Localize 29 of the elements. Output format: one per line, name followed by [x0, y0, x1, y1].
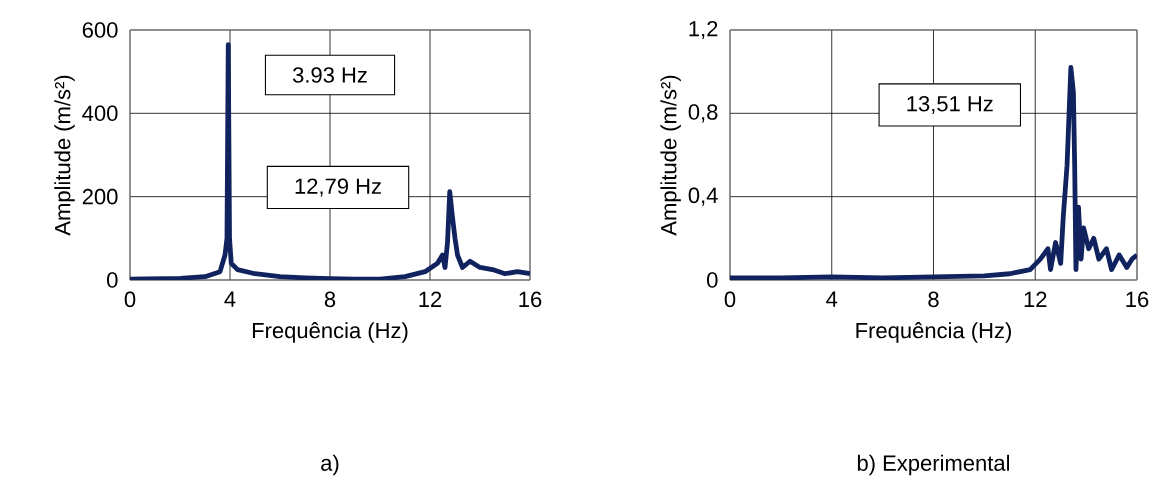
annotation: 13,51 Hz	[907, 95, 993, 115]
x-tick-label: 12	[1024, 291, 1047, 307]
line-series	[130, 42, 531, 280]
x-tick-label: 8	[928, 291, 939, 308]
y-tick-label: 600	[82, 22, 118, 38]
y-tick-label: 200	[82, 188, 118, 205]
x-tick-label: 4	[826, 291, 838, 307]
x-tick-label: 12	[419, 291, 442, 307]
x-tick-label: 16	[519, 291, 542, 308]
y-tick-label: 0	[107, 272, 118, 288]
annotation: 12,79 Hz	[295, 178, 381, 197]
y-tick-label: 0	[707, 272, 718, 288]
x-tick-label: 8	[324, 291, 336, 308]
x-tick-label: 0	[124, 291, 136, 308]
x-axis-title: Frequência (Hz)	[856, 322, 1011, 343]
y-tick-label: 0,8	[688, 104, 718, 123]
y-axis-title: Amplitude (m/s²)	[660, 75, 681, 236]
x-tick-label: 16	[1126, 291, 1149, 308]
y-tick-label: 0,4	[688, 187, 718, 206]
x-tick-label: 0	[724, 291, 736, 308]
text: a)	[321, 454, 339, 476]
text: b) Experimental	[857, 454, 1010, 476]
x-tick-label: 4	[224, 291, 236, 307]
y-tick-label: 400	[82, 105, 118, 122]
y-axis-title: Amplitude (m/s²)	[54, 75, 75, 236]
line-series	[730, 65, 1137, 280]
y-tick-label: 1,2	[689, 20, 718, 40]
x-axis-title: Frequência (Hz)	[252, 322, 408, 343]
annotation: 3.93 Hz	[292, 67, 367, 83]
